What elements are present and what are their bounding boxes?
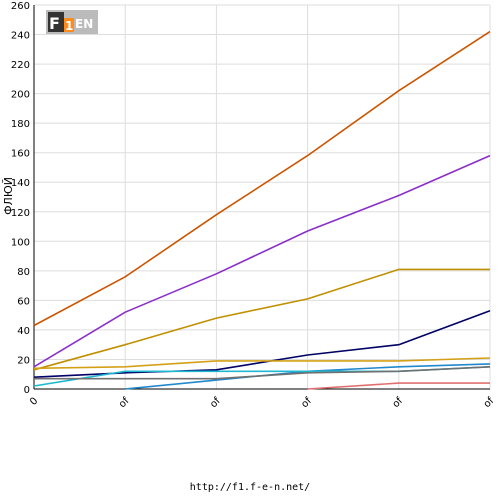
y-tick-label: 120 bbox=[11, 208, 30, 219]
svg-text:F: F bbox=[49, 14, 60, 33]
y-tick-label: 160 bbox=[11, 149, 30, 160]
y-tick-label: 20 bbox=[17, 355, 30, 366]
y-tick-label: 100 bbox=[11, 237, 30, 248]
axes bbox=[33, 5, 490, 390]
series-group bbox=[33, 30, 491, 390]
series-line-0 bbox=[33, 30, 491, 327]
x-tick-label: of bbox=[299, 395, 314, 410]
y-tick-label: 80 bbox=[17, 267, 30, 278]
x-tick-label: of bbox=[208, 395, 223, 410]
grid bbox=[33, 4, 491, 390]
x-tick-labels: 0 of of of of of bbox=[28, 395, 497, 410]
x-tick-label: 0 bbox=[28, 396, 40, 408]
y-tick-label: 260 bbox=[11, 1, 30, 12]
series-line-2 bbox=[33, 268, 490, 371]
svg-text:1: 1 bbox=[65, 19, 73, 33]
y-tick-label: 0 bbox=[24, 385, 30, 396]
y-axis-title: ФЛЮЙ bbox=[2, 177, 15, 215]
y-tick-label: 180 bbox=[11, 119, 30, 130]
series-line-7 bbox=[34, 366, 491, 380]
x-tick-label: of bbox=[117, 395, 132, 410]
y-tick-labels: 0 20 40 60 80 100 120 140 160 180 200 220 240 260 bbox=[11, 1, 30, 396]
footer-url: http://f1.f-e-n.net/ bbox=[189, 482, 311, 493]
series-line-1 bbox=[33, 154, 491, 368]
x-tick-label: of bbox=[482, 395, 497, 410]
y-tick-label: 240 bbox=[11, 31, 30, 42]
y-tick-label: 220 bbox=[11, 60, 30, 71]
series-line-4 bbox=[33, 357, 491, 370]
svg-text:EN: EN bbox=[75, 17, 93, 31]
y-tick-label: 200 bbox=[11, 90, 30, 101]
y-tick-label: 140 bbox=[11, 178, 30, 189]
f1en-logo-icon: F 1 EN bbox=[46, 10, 98, 34]
y-tick-label: 40 bbox=[17, 326, 30, 337]
y-tick-label: 60 bbox=[17, 296, 30, 307]
series-line-8 bbox=[307, 382, 490, 390]
x-tick-label: of bbox=[391, 395, 406, 410]
